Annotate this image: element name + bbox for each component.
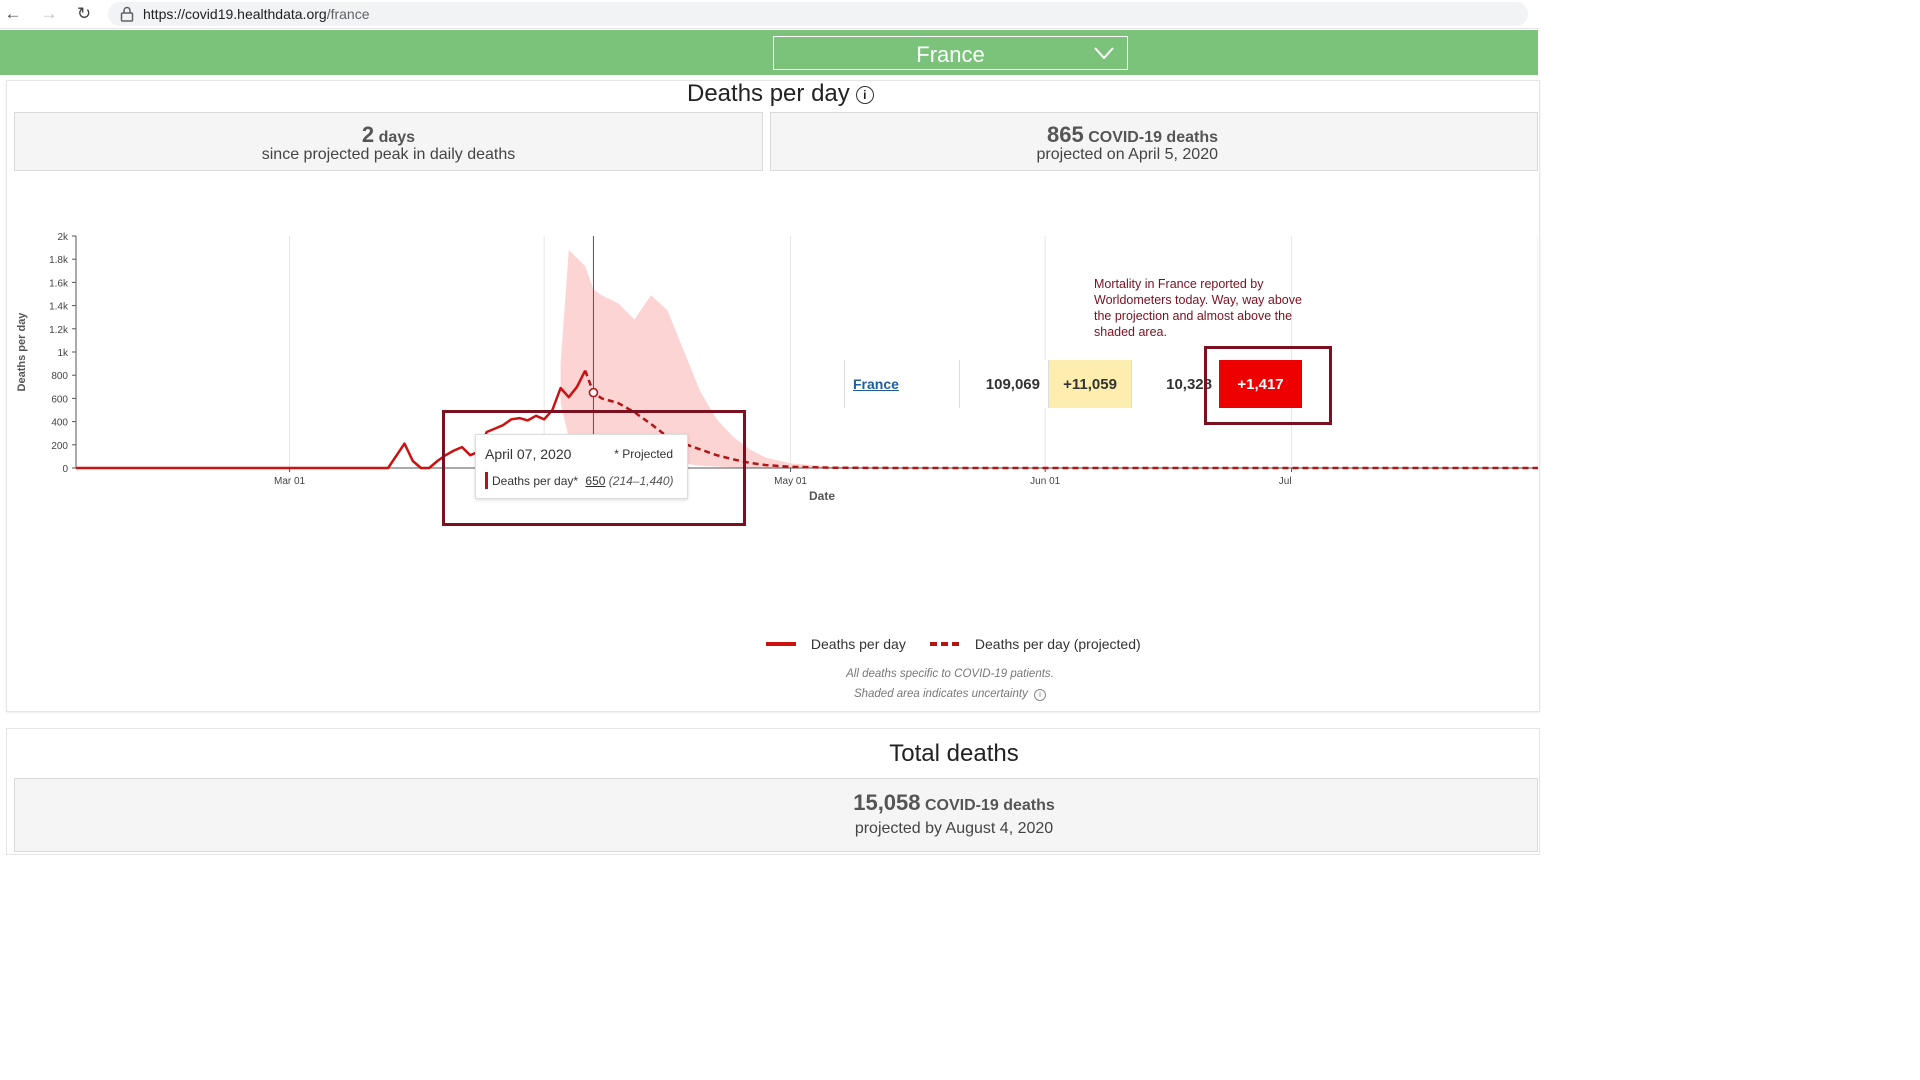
url-path: /france bbox=[326, 6, 370, 22]
highlight-box-new-deaths bbox=[1204, 346, 1332, 425]
stat-box-projected bbox=[770, 112, 1538, 171]
stat-peak-number: 2 bbox=[361, 122, 375, 147]
header-bar bbox=[0, 30, 1538, 75]
wm-country-cell[interactable]: France bbox=[844, 360, 960, 408]
tooltip-range: (214–1,440) bbox=[608, 474, 674, 488]
worldometers-row: France 109,069 +11,059 10,328 +1,417 bbox=[844, 360, 1302, 408]
y-tick-labels: 0 200 400 600 800 1k 1.2k 1.4k 1.6k 1.8k 2k bbox=[49, 232, 69, 475]
x-tick-label: Mar 01 bbox=[274, 476, 306, 487]
tooltip-row: Deaths per day* 650 (214–1,440) bbox=[492, 474, 674, 488]
stat-projected-unit: COVID-19 deaths bbox=[1088, 129, 1218, 146]
y-tick-label: 800 bbox=[51, 371, 68, 382]
info-icon[interactable]: i bbox=[855, 86, 874, 104]
y-tick-label: 1.4k bbox=[49, 302, 69, 313]
daily-section-title: Deaths per day i bbox=[687, 80, 874, 108]
tooltip-date: April 07, 2020 bbox=[485, 446, 572, 462]
wm-total-deaths: 10,328 bbox=[1131, 360, 1218, 408]
stat-projected-headline: 865 COVID-19 deaths bbox=[1047, 122, 1218, 148]
stat-box-total bbox=[14, 778, 1538, 852]
location-dropdown-value: France bbox=[916, 42, 985, 67]
y-tick-label: 200 bbox=[51, 441, 68, 452]
back-arrow-icon[interactable]: ← bbox=[4, 4, 22, 23]
chart-note-2-row: Shaded area indicates uncertainty i bbox=[0, 688, 1900, 701]
total-section-title: Total deaths bbox=[889, 740, 1019, 767]
stat-peak-caption: since projected peak in daily deaths bbox=[261, 146, 516, 163]
y-tick-label: 1.2k bbox=[49, 325, 69, 336]
y-tick-label: 600 bbox=[51, 394, 68, 405]
series-projected-line bbox=[584, 370, 1538, 470]
chart-grid bbox=[289, 236, 1538, 468]
chart-note-1: All deaths specific to COVID-19 patients… bbox=[846, 668, 1054, 680]
y-tick-label: 400 bbox=[51, 418, 68, 429]
stat-projected-number: 865 bbox=[1047, 122, 1084, 147]
total-unit: COVID-19 deaths bbox=[924, 797, 1055, 814]
deaths-per-day-chart[interactable]: 0 200 400 600 800 1k 1.2k 1.4k 1.6k 1.8k 2k Mar 01… bbox=[14, 224, 1538, 514]
tooltip-series-swatch bbox=[485, 472, 488, 489]
legend-solid-swatch bbox=[766, 642, 796, 646]
y-tick-label: 2k bbox=[57, 232, 69, 243]
reload-icon[interactable]: ↻ bbox=[76, 4, 92, 23]
lock-icon bbox=[120, 6, 134, 22]
x-tick-label: Jun 01 bbox=[1030, 476, 1060, 487]
y-tick-label: 1.8k bbox=[49, 255, 69, 266]
y-tick-label: 1.6k bbox=[49, 278, 69, 289]
legend-label-actual: Deaths per day bbox=[810, 636, 906, 652]
tooltip-projected-flag: * Projected bbox=[614, 447, 673, 461]
uncertainty-band bbox=[560, 249, 906, 468]
legend-dashed-swatch bbox=[930, 642, 960, 646]
total-headline: 15,058 COVID-19 deaths bbox=[0, 790, 1908, 816]
address-text: https://covid19.healthdata.org/france bbox=[143, 6, 370, 22]
highlight-box-tooltip bbox=[442, 410, 746, 526]
url-host: https://covid19.healthdata.org bbox=[143, 6, 327, 22]
y-axis-label: Deaths per day bbox=[16, 312, 28, 392]
y-tick-label: 1k bbox=[57, 348, 69, 359]
wm-new-deaths: +1,417 bbox=[1219, 360, 1302, 408]
tooltip-series-label: Deaths per day* bbox=[492, 474, 579, 488]
stat-box-peak bbox=[14, 112, 763, 171]
chevron-down-icon bbox=[1094, 47, 1114, 60]
stat-peak-headline: 2 days bbox=[14, 122, 763, 148]
total-number: 15,058 bbox=[853, 790, 921, 815]
wm-total-cases: 109,069 bbox=[960, 360, 1049, 408]
chart-note-2: Shaded area indicates uncertainty bbox=[853, 688, 1028, 700]
wm-country-link[interactable]: France bbox=[853, 376, 899, 392]
total-caption: projected by August 4, 2020 bbox=[854, 820, 1054, 837]
browser-toolbar: ← → ↻ https://covid19.healthdata.org/fra… bbox=[0, 0, 1538, 29]
y-tick-label: 0 bbox=[62, 464, 68, 475]
address-bar[interactable] bbox=[108, 2, 1528, 26]
legend-item-projected[interactable]: Deaths per day (projected) bbox=[929, 636, 1141, 652]
hover-point bbox=[588, 387, 599, 398]
x-axis-label: Date bbox=[809, 489, 835, 503]
chart-tooltip: April 07, 2020 * Projected Deaths per da… bbox=[475, 434, 688, 499]
legend-label-projected: Deaths per day (projected) bbox=[974, 636, 1141, 652]
wm-new-cases: +11,059 bbox=[1049, 360, 1131, 408]
location-dropdown[interactable]: France bbox=[773, 36, 1128, 70]
x-tick-label: May 01 bbox=[774, 476, 807, 487]
stat-projected-caption: projected on April 5, 2020 bbox=[1036, 146, 1218, 163]
uncertainty-info-icon[interactable]: i bbox=[1034, 689, 1047, 701]
x-tick-label: Jul bbox=[1279, 476, 1292, 487]
tooltip-value: 650 bbox=[585, 474, 606, 488]
legend-item-actual[interactable]: Deaths per day bbox=[765, 636, 906, 652]
stat-peak-unit: days bbox=[378, 129, 416, 146]
forward-arrow-icon[interactable]: → bbox=[40, 4, 58, 23]
annotation-note: Mortality in France reported by Worldome… bbox=[1094, 277, 1302, 339]
daily-title-text: Deaths per day bbox=[687, 80, 850, 107]
